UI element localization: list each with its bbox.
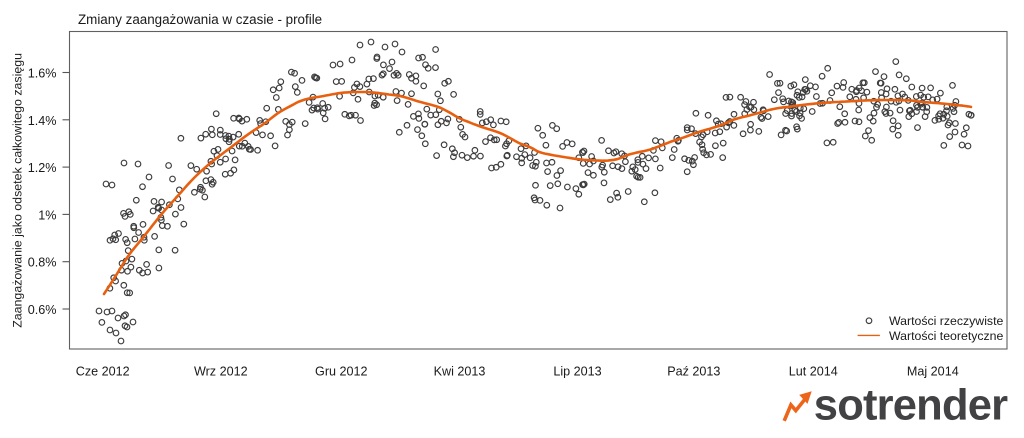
svg-text:Maj 2014: Maj 2014 [907, 364, 959, 378]
svg-text:1%: 1% [38, 208, 56, 222]
svg-text:1.2%: 1.2% [28, 161, 57, 175]
svg-text:Wartości teoretyczne: Wartości teoretyczne [889, 329, 1004, 343]
svg-text:sotrender: sotrender [814, 382, 1008, 430]
svg-text:Cze 2012: Cze 2012 [76, 364, 130, 378]
svg-text:1.4%: 1.4% [28, 114, 57, 128]
svg-text:Kwi 2013: Kwi 2013 [434, 364, 486, 378]
svg-text:1.6%: 1.6% [28, 67, 57, 81]
svg-text:Paź 2013: Paź 2013 [667, 364, 720, 378]
svg-text:Gru 2012: Gru 2012 [315, 364, 368, 378]
svg-text:Lut 2014: Lut 2014 [789, 364, 838, 378]
svg-text:Wrz 2012: Wrz 2012 [194, 364, 248, 378]
svg-text:Wartości rzeczywiste: Wartości rzeczywiste [889, 314, 1003, 328]
svg-text:Zmiany zaangażowania w czasie: Zmiany zaangażowania w czasie - profile [78, 12, 322, 27]
svg-text:Lip 2013: Lip 2013 [553, 364, 601, 378]
svg-text:0.6%: 0.6% [28, 303, 57, 317]
svg-text:0.8%: 0.8% [28, 256, 57, 270]
svg-text:Zaangażowanie jako odsetek cał: Zaangażowanie jako odsetek całkowitego z… [10, 53, 24, 328]
